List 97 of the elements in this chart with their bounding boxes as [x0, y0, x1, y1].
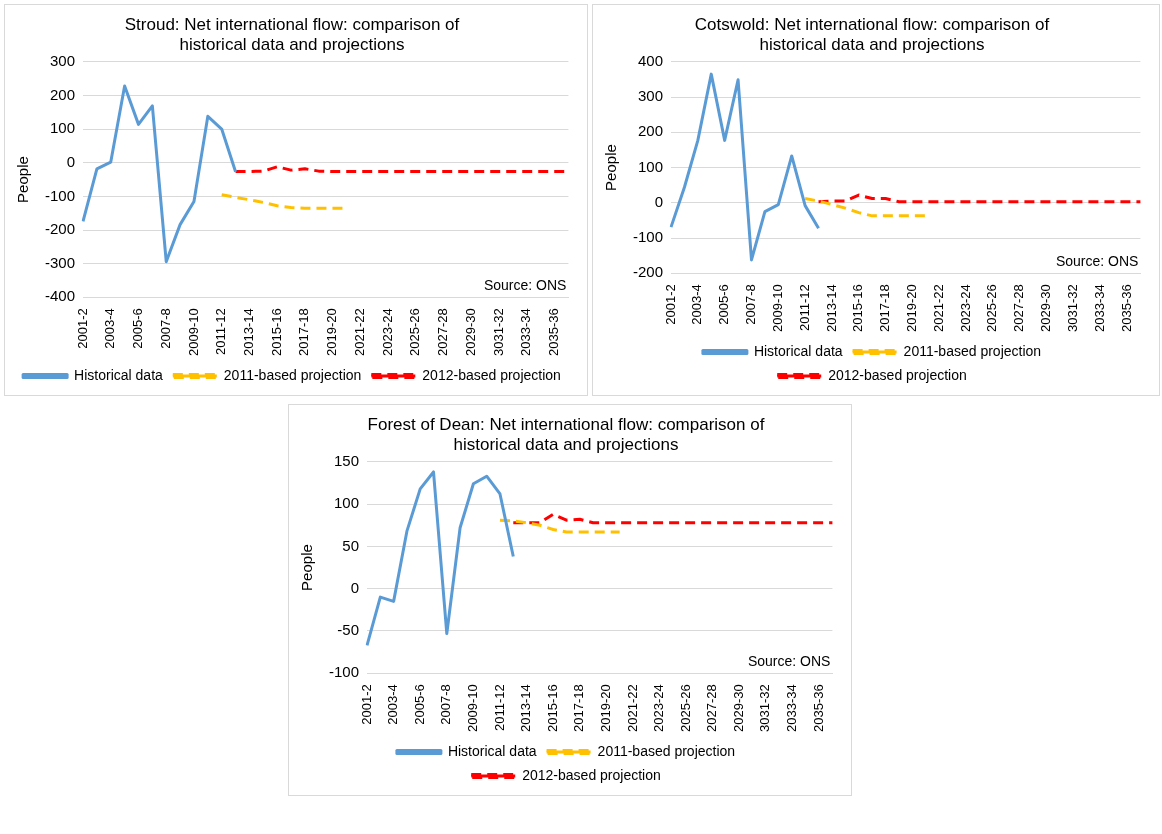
x-tick-label: 2009-10: [769, 284, 785, 333]
y-tick-label: 300: [49, 51, 76, 69]
x-tick-label: 2019-20: [903, 284, 919, 333]
y-tick-label: 0: [654, 192, 664, 210]
x-tick-label: 2029-30: [730, 684, 746, 733]
legend-label: Historical data: [74, 366, 164, 383]
legend-label: Historical data: [447, 742, 537, 759]
x-tick-label: 2005-6: [411, 684, 427, 725]
y-tick-label: -300: [44, 253, 76, 271]
y-axis-title: People: [14, 156, 32, 203]
legend-label: 2011-based projection: [903, 342, 1042, 359]
line-series: [511, 512, 834, 525]
legend-label: 2011-based projection: [597, 742, 736, 759]
y-axis-title: People: [602, 144, 620, 191]
x-tick-label: 2033-34: [518, 308, 534, 357]
x-tick-label: 3031-32: [757, 684, 773, 733]
y-tick-label: 100: [49, 119, 76, 137]
x-tick-label: 2009-10: [464, 684, 480, 733]
x-tick-label: 2021-22: [624, 684, 640, 733]
x-tick-label: 2035-36: [546, 308, 562, 357]
x-tick-label: 2013-14: [823, 284, 839, 333]
x-tick-label: 2013-14: [241, 308, 257, 357]
x-tick-label: 2015-16: [544, 684, 560, 733]
y-tick-label: -50: [337, 621, 360, 639]
y-tick-label: 100: [333, 494, 360, 512]
x-tick-label: 2027-28: [704, 684, 720, 733]
x-tick-label: 2033-34: [784, 684, 800, 733]
x-tick-label: 2025-26: [984, 284, 1000, 333]
y-tick-label: -200: [44, 220, 76, 238]
x-tick-label: 2025-26: [677, 684, 693, 733]
x-tick-label: 2029-30: [462, 308, 478, 357]
x-tick-label: 2011-12: [491, 684, 507, 732]
line-series: [803, 197, 928, 218]
annotation: Source: ONS: [747, 653, 831, 670]
x-tick-label: 2007-8: [743, 284, 759, 325]
x-tick-label: 2003-4: [385, 684, 401, 725]
y-tick-label: 0: [66, 152, 76, 170]
x-tick-label: 2011-12: [213, 308, 229, 356]
y-tick-label: -100: [328, 663, 360, 681]
x-tick-label: 2001-2: [74, 308, 90, 349]
x-tick-label: 2005-6: [130, 308, 146, 349]
x-tick-label: 2005-6: [716, 284, 732, 325]
y-tick-label: -100: [632, 228, 664, 246]
x-tick-label: 2003-4: [102, 308, 118, 349]
x-tick-label: 2015-16: [850, 284, 866, 333]
x-tick-label: 2007-8: [157, 308, 173, 349]
legend-label: 2011-based projection: [223, 366, 362, 383]
x-tick-label: 3031-32: [1064, 284, 1080, 333]
line-series: [817, 193, 1142, 204]
x-tick-label: 2011-12: [796, 284, 812, 332]
x-tick-label: 2001-2: [662, 284, 678, 325]
x-tick-label: 2029-30: [1038, 284, 1054, 333]
x-tick-label: 2019-20: [324, 308, 340, 357]
annotation: Source: ONS: [483, 277, 567, 294]
x-tick-label: 2013-14: [518, 684, 534, 733]
x-tick-label: 2007-8: [438, 684, 454, 725]
x-tick-label: 2023-24: [651, 684, 667, 733]
x-tick-label: 2017-18: [296, 308, 312, 357]
y-tick-label: 200: [637, 122, 664, 140]
y-tick-label: 100: [637, 157, 664, 175]
y-tick-label: 300: [637, 87, 664, 105]
line-series: [498, 518, 622, 534]
x-tick-label: 2025-26: [407, 308, 423, 357]
x-tick-label: 2001-2: [358, 684, 374, 725]
x-tick-label: 2033-34: [1091, 284, 1107, 333]
annotation: Source: ONS: [1055, 253, 1139, 270]
x-tick-label: 2017-18: [877, 284, 893, 333]
x-tick-label: 2021-22: [930, 284, 946, 333]
x-tick-label: 2027-28: [435, 308, 451, 357]
y-tick-label: 50: [342, 536, 360, 554]
x-tick-label: 2035-36: [810, 684, 826, 733]
y-tick-label: 150: [333, 451, 360, 469]
y-tick-label: 200: [49, 85, 76, 103]
x-tick-label: 2035-36: [1118, 284, 1134, 333]
chart-title: Stroud: Net international flow: comparison of historical data and projections: [124, 14, 460, 55]
x-tick-label: 2017-18: [571, 684, 587, 733]
legend-label: 2012-based projection: [522, 766, 661, 783]
x-tick-label: 3031-32: [490, 308, 506, 357]
y-tick-label: -100: [44, 186, 76, 204]
chart-title: Forest of Dean: Net international flow: comparison of historical data and projections: [367, 414, 765, 455]
y-tick-label: 0: [350, 578, 360, 596]
y-tick-label: -400: [44, 287, 76, 305]
legend-label: 2012-based projection: [828, 366, 967, 383]
x-tick-label: 2003-4: [689, 284, 705, 325]
x-tick-label: 2021-22: [351, 308, 367, 357]
chart-title: Cotswold: Net international flow: comparison of historical data and projections: [694, 14, 1050, 55]
x-tick-label: 2023-24: [379, 308, 395, 357]
legend-label: 2012-based projection: [422, 366, 561, 383]
x-tick-label: 2023-24: [957, 284, 973, 333]
y-axis-title: People: [298, 544, 316, 591]
y-tick-label: -200: [632, 263, 664, 281]
y-tick-label: 400: [637, 51, 664, 69]
x-tick-label: 2015-16: [268, 308, 284, 357]
x-tick-label: 2019-20: [597, 684, 613, 733]
x-tick-label: 2027-28: [1011, 284, 1027, 333]
x-tick-label: 2009-10: [185, 308, 201, 357]
legend-label: Historical data: [753, 342, 843, 359]
